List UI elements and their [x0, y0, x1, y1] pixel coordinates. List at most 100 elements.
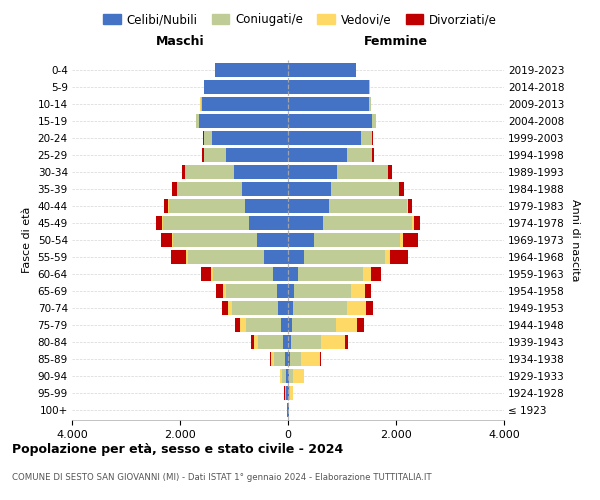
Bar	[295, 284, 351, 298]
Bar	[301, 352, 320, 366]
Y-axis label: Fasce di età: Fasce di età	[22, 207, 32, 273]
Bar	[388, 165, 392, 180]
Bar	[288, 97, 369, 112]
Bar	[211, 266, 214, 281]
Bar	[223, 284, 226, 298]
Bar	[200, 97, 202, 112]
Bar	[304, 250, 385, 264]
Bar	[164, 199, 169, 214]
Bar	[251, 334, 254, 349]
Bar	[264, 250, 288, 264]
Bar	[288, 165, 337, 180]
Bar	[385, 250, 389, 264]
Bar	[289, 368, 293, 383]
Bar	[361, 131, 372, 146]
Bar	[412, 216, 414, 230]
Bar	[161, 233, 172, 247]
Bar	[372, 131, 373, 146]
Bar	[362, 266, 371, 281]
Bar	[182, 165, 185, 180]
Bar	[288, 63, 355, 78]
Bar	[293, 300, 347, 315]
Bar	[288, 352, 290, 366]
Bar	[172, 233, 173, 247]
Bar	[241, 318, 246, 332]
Bar	[288, 266, 298, 281]
Bar	[414, 216, 421, 230]
Bar	[277, 284, 288, 298]
Bar	[271, 352, 274, 366]
Bar	[215, 284, 223, 298]
Bar	[292, 318, 335, 332]
Bar	[288, 80, 369, 94]
Bar	[314, 233, 400, 247]
Bar	[245, 199, 288, 214]
Bar	[288, 148, 347, 162]
Bar	[298, 266, 362, 281]
Bar	[202, 148, 204, 162]
Bar	[288, 182, 331, 196]
Bar	[286, 368, 288, 383]
Legend: Celibi/Nubili, Coniugati/e, Vedovi/e, Divorziati/e: Celibi/Nubili, Coniugati/e, Vedovi/e, Di…	[98, 8, 502, 31]
Bar	[235, 318, 241, 332]
Bar	[288, 318, 292, 332]
Bar	[212, 131, 288, 146]
Bar	[270, 352, 271, 366]
Bar	[288, 386, 289, 400]
Text: Maschi: Maschi	[155, 35, 205, 48]
Bar	[369, 97, 371, 112]
Bar	[204, 148, 226, 162]
Y-axis label: Anni di nascita: Anni di nascita	[571, 198, 580, 281]
Bar	[293, 368, 304, 383]
Bar	[389, 250, 409, 264]
Bar	[323, 216, 412, 230]
Bar	[185, 165, 234, 180]
Bar	[246, 318, 281, 332]
Bar	[288, 199, 329, 214]
Bar	[288, 131, 361, 146]
Bar	[289, 386, 290, 400]
Bar	[226, 284, 277, 298]
Bar	[335, 318, 357, 332]
Bar	[242, 182, 288, 196]
Bar	[288, 216, 323, 230]
Bar	[156, 216, 161, 230]
Text: COMUNE DI SESTO SAN GIOVANNI (MI) - Dati ISTAT 1° gennaio 2024 - Elaborazione TU: COMUNE DI SESTO SAN GIOVANNI (MI) - Dati…	[12, 472, 431, 482]
Bar	[169, 199, 245, 214]
Bar	[291, 334, 321, 349]
Bar	[285, 352, 288, 366]
Bar	[408, 199, 412, 214]
Bar	[257, 233, 288, 247]
Bar	[288, 300, 293, 315]
Bar	[288, 114, 372, 128]
Bar	[228, 300, 232, 315]
Bar	[369, 80, 370, 94]
Bar	[200, 266, 211, 281]
Bar	[249, 216, 288, 230]
Bar	[204, 80, 288, 94]
Bar	[172, 182, 177, 196]
Bar	[400, 233, 403, 247]
Bar	[288, 250, 304, 264]
Bar	[372, 148, 374, 162]
Bar	[280, 368, 282, 383]
Bar	[290, 386, 293, 400]
Bar	[196, 114, 199, 128]
Bar	[273, 266, 288, 281]
Bar	[221, 300, 228, 315]
Bar	[288, 334, 291, 349]
Bar	[274, 352, 285, 366]
Bar	[371, 266, 382, 281]
Bar	[399, 182, 404, 196]
Bar	[259, 334, 283, 349]
Bar	[366, 300, 373, 315]
Bar	[202, 97, 288, 112]
Bar	[288, 284, 295, 298]
Bar	[372, 114, 376, 128]
Bar	[331, 182, 398, 196]
Bar	[347, 148, 372, 162]
Bar	[365, 284, 371, 298]
Bar	[173, 233, 257, 247]
Bar	[232, 300, 278, 315]
Bar	[286, 386, 288, 400]
